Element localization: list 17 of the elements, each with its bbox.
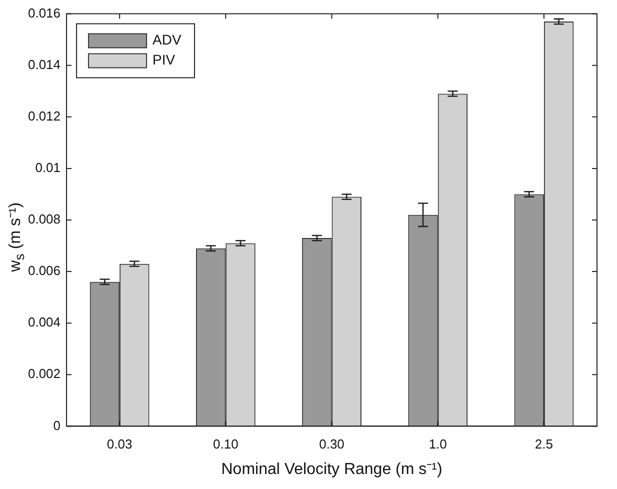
y-tick-label: 0.006	[28, 263, 61, 278]
text: 0.01	[35, 160, 61, 176]
x-tick-label: 2.5	[534, 436, 553, 452]
x-axis-title: Nominal Velocity Range (m s⁻¹)	[221, 460, 442, 478]
legend-label: ADV	[152, 32, 182, 48]
y-tick-label: 0.004	[28, 314, 61, 330]
x-tick-label: 0.30	[319, 436, 344, 452]
x-tick-label: 0.10	[213, 436, 238, 452]
x-tick-label: 0.03	[106, 436, 132, 452]
legend-label: PIV	[152, 52, 176, 68]
y-tick-label: 0.016	[28, 5, 61, 20]
y-tick-label: 0.002	[28, 366, 61, 382]
y-tick-label: 0.008	[28, 212, 61, 227]
y-tick-label: 0.014	[28, 56, 61, 72]
y-tick-label: 0.012	[28, 108, 61, 124]
y-tick-label: 0	[53, 418, 61, 433]
x-tick-label: 1.0	[428, 436, 447, 452]
